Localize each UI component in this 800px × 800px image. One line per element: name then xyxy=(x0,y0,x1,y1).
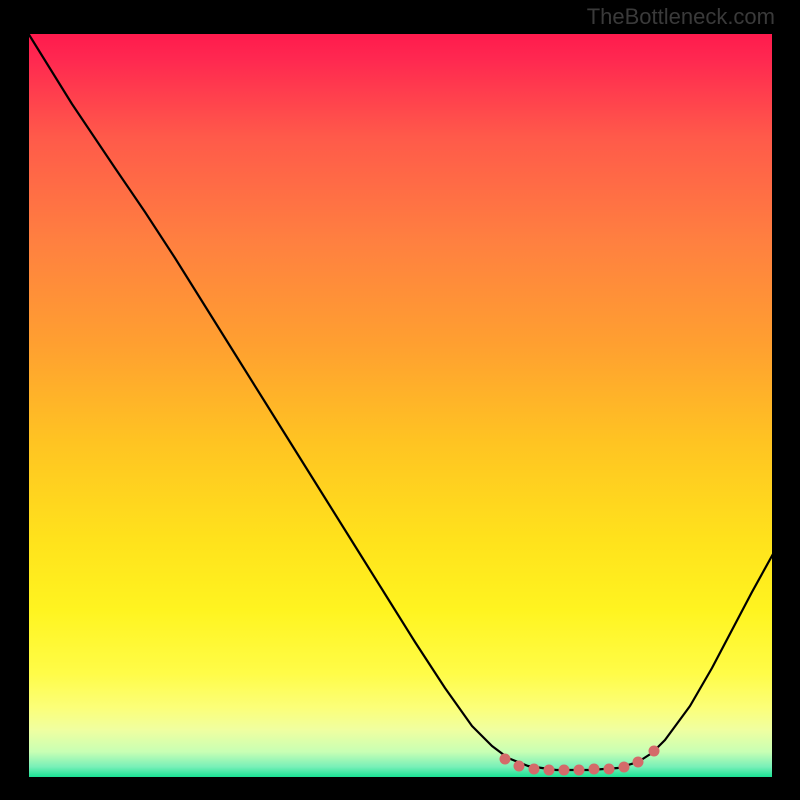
valley-marker xyxy=(649,746,660,757)
watermark-label: TheBottleneck.com xyxy=(587,4,775,29)
valley-marker xyxy=(574,765,585,776)
valley-marker xyxy=(619,762,630,773)
bottleneck-chart: TheBottleneck.com xyxy=(0,0,800,800)
valley-marker xyxy=(500,754,511,765)
valley-marker xyxy=(604,764,615,775)
plot-background xyxy=(28,33,773,778)
valley-marker xyxy=(589,764,600,775)
plot-area xyxy=(28,33,773,778)
valley-marker xyxy=(544,765,555,776)
valley-marker xyxy=(633,757,644,768)
valley-marker xyxy=(514,761,525,772)
valley-marker xyxy=(559,765,570,776)
valley-marker xyxy=(529,764,540,775)
